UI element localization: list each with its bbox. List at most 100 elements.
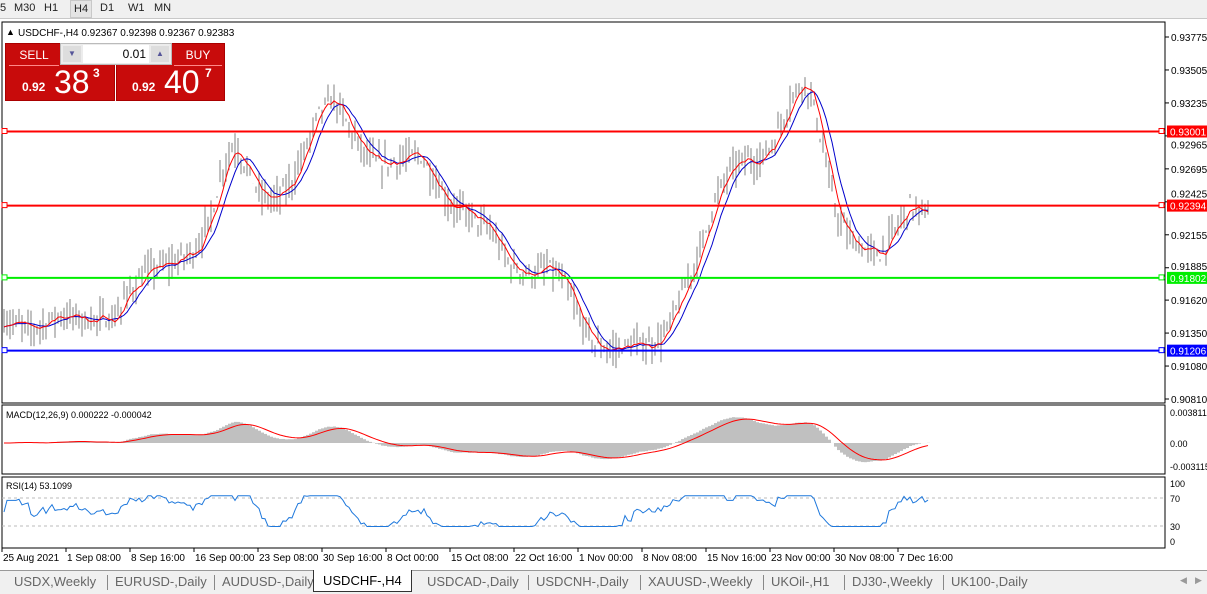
macd-histogram-bar [426, 443, 429, 446]
macd-histogram-bar [792, 423, 795, 443]
timeframe-D1[interactable]: D1 [100, 2, 115, 14]
chart-tab[interactable]: AUDUSD-,Daily [222, 574, 314, 589]
price-axis-label: 0.91080 [1171, 362, 1207, 373]
macd-histogram-bar [567, 443, 570, 452]
tab-divider [214, 575, 215, 590]
macd-histogram-bar [900, 443, 903, 451]
macd-histogram-bar [138, 436, 141, 443]
sell-button[interactable]: SELL [9, 45, 59, 66]
macd-histogram-bar [186, 434, 189, 443]
macd-histogram-bar [810, 424, 813, 443]
macd-histogram-bar [822, 433, 825, 443]
timeframe-H1[interactable]: H1 [44, 2, 59, 14]
macd-histogram-bar [483, 443, 486, 453]
increase-lot-icon[interactable]: ▲ [151, 46, 169, 62]
time-axis-label: 8 Sep 16:00 [131, 553, 185, 564]
chart-tab[interactable]: UK100-,Daily [951, 574, 1028, 589]
time-axis-label: 7 Dec 16:00 [899, 553, 953, 564]
macd-histogram-bar [648, 443, 651, 451]
macd-histogram-bar [630, 443, 633, 455]
chart-tab[interactable]: USDX,Weekly [14, 574, 97, 589]
chart-tab[interactable]: EURUSD-,Daily [115, 574, 207, 589]
buy-price-main: 40 [164, 64, 200, 100]
macd-histogram-bar [804, 422, 807, 443]
macd-histogram-bar [456, 443, 459, 453]
macd-histogram-bar [153, 434, 156, 443]
time-axis-label: 15 Oct 08:00 [451, 553, 509, 564]
buy-button[interactable]: BUY [174, 45, 222, 66]
macd-histogram-bar [585, 443, 588, 457]
macd-histogram-bar [519, 443, 522, 457]
macd-histogram-bar [633, 443, 636, 454]
macd-histogram-bar [96, 442, 99, 443]
macd-histogram-bar [297, 438, 300, 443]
price-chart[interactable]: ▲ USDCHF-,H4 0.92367 0.92398 0.92367 0.92… [0, 20, 1207, 570]
macd-histogram-bar [594, 443, 597, 459]
macd-histogram-bar [837, 443, 840, 451]
chart-tab[interactable]: USDCNH-,Daily [536, 574, 629, 589]
macd-histogram-bar [513, 443, 516, 457]
decrease-lot-icon[interactable]: ▼ [63, 46, 81, 62]
macd-histogram-bar [384, 443, 387, 446]
time-axis-label: 22 Oct 16:00 [515, 553, 573, 564]
macd-histogram-bar [540, 443, 543, 455]
macd-histogram-bar [360, 437, 363, 443]
macd-histogram-bar [618, 443, 621, 458]
macd-histogram-bar [480, 443, 483, 453]
macd-histogram-bar [387, 443, 390, 447]
chart-tab[interactable]: DJ30-,Weekly [852, 574, 933, 589]
scroll-left-icon[interactable]: ◀ [1180, 575, 1187, 585]
timeframe-W1[interactable]: W1 [128, 2, 145, 14]
macd-histogram-bar [327, 426, 330, 443]
macd-histogram-bar [834, 443, 837, 447]
price-axis-label: 0.93505 [1171, 66, 1207, 77]
macd-histogram-bar [858, 443, 861, 462]
sell-price-prefix: 0.92 [22, 80, 46, 94]
macd-histogram-bar [405, 443, 408, 447]
macd-axis-label: -0.003115 [1170, 462, 1207, 472]
macd-histogram-bar [258, 430, 261, 443]
macd-histogram-bar [651, 443, 654, 451]
timeframe-M30[interactable]: M30 [14, 2, 36, 14]
macd-histogram-bar [198, 435, 201, 443]
macd-histogram-bar [264, 433, 267, 443]
macd-histogram-bar [87, 441, 90, 443]
time-axis-label: 30 Nov 08:00 [835, 553, 895, 564]
time-axis-label: 8 Nov 08:00 [643, 553, 697, 564]
macd-histogram-bar [603, 443, 606, 460]
macd-histogram-bar [144, 435, 147, 443]
lot-size-stepper[interactable]: ▼ 0.01 ▲ [60, 43, 172, 65]
macd-histogram-bar [681, 439, 684, 443]
macd-histogram-bar [723, 419, 726, 443]
chart-tab[interactable]: XAUUSD-,Weekly [648, 574, 753, 589]
macd-histogram-bar [549, 443, 552, 452]
macd-histogram-bar [324, 427, 327, 443]
macd-histogram-bar [546, 443, 549, 453]
macd-histogram-bar [321, 428, 324, 443]
lot-size-input[interactable]: 0.01 [83, 45, 149, 63]
macd-histogram-bar [414, 443, 417, 445]
chart-tab[interactable]: USDCHF-,H4 [313, 570, 412, 592]
timeframe-5[interactable]: 5 [0, 2, 7, 14]
timeframe-MN[interactable]: MN [154, 2, 172, 14]
macd-histogram-bar [375, 443, 378, 444]
macd-histogram-bar [816, 427, 819, 443]
price-line-label: 0.91802 [1170, 274, 1207, 285]
scroll-right-icon[interactable]: ▶ [1195, 575, 1202, 585]
chart-tab[interactable]: USDCAD-,Daily [427, 574, 519, 589]
macd-histogram-bar [183, 434, 186, 443]
macd-histogram-bar [714, 423, 717, 443]
macd-histogram-bar [570, 443, 573, 452]
tab-divider [763, 575, 764, 590]
macd-histogram-bar [150, 434, 153, 443]
macd-histogram-bar [207, 432, 210, 443]
timeframe-H4[interactable]: H4 [70, 0, 93, 18]
macd-histogram-bar [699, 430, 702, 443]
macd-histogram-bar [306, 434, 309, 443]
chart-tab[interactable]: UKOil-,H1 [771, 574, 830, 589]
rsi-axis-label: 70 [1170, 494, 1180, 504]
macd-histogram-bar [843, 443, 846, 455]
macd-histogram-bar [378, 443, 381, 445]
macd-histogram-bar [93, 442, 96, 443]
macd-histogram-bar [708, 426, 711, 443]
